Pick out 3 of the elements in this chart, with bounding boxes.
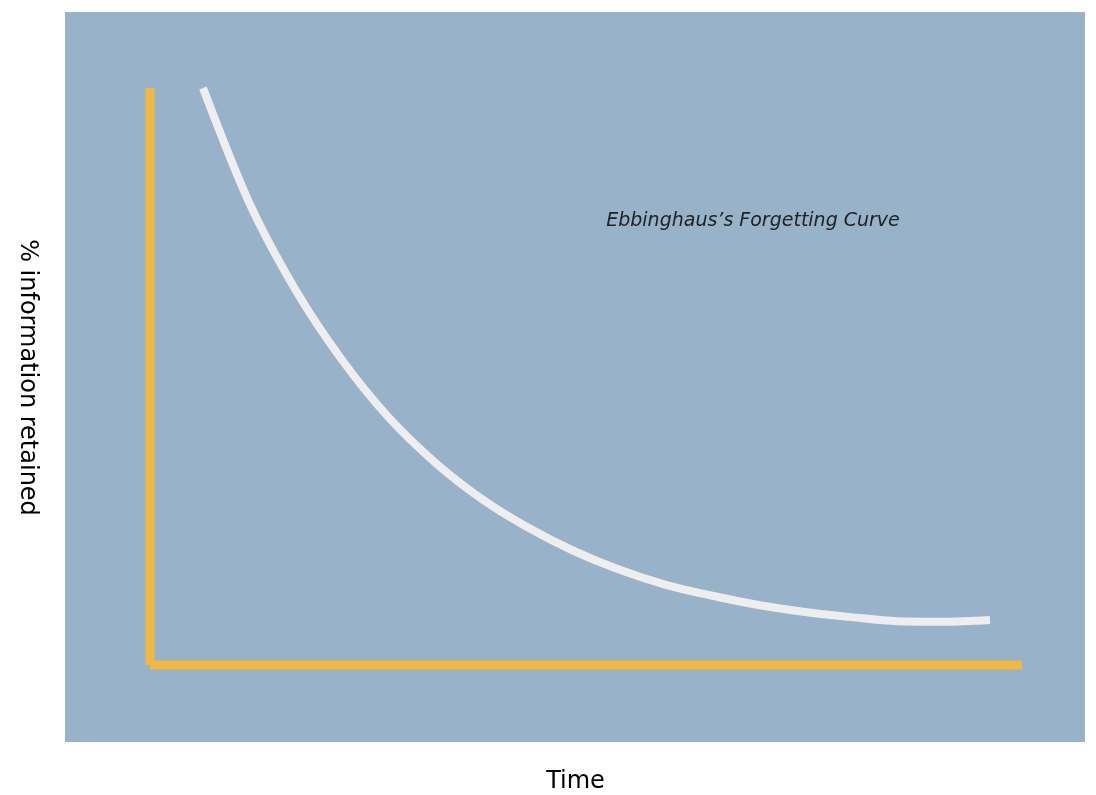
y-axis-title: % information retained	[14, 239, 43, 516]
annotation: Ebbinghaus’s Forgetting Curve	[606, 208, 900, 230]
x-axis-title: Time	[545, 765, 605, 794]
